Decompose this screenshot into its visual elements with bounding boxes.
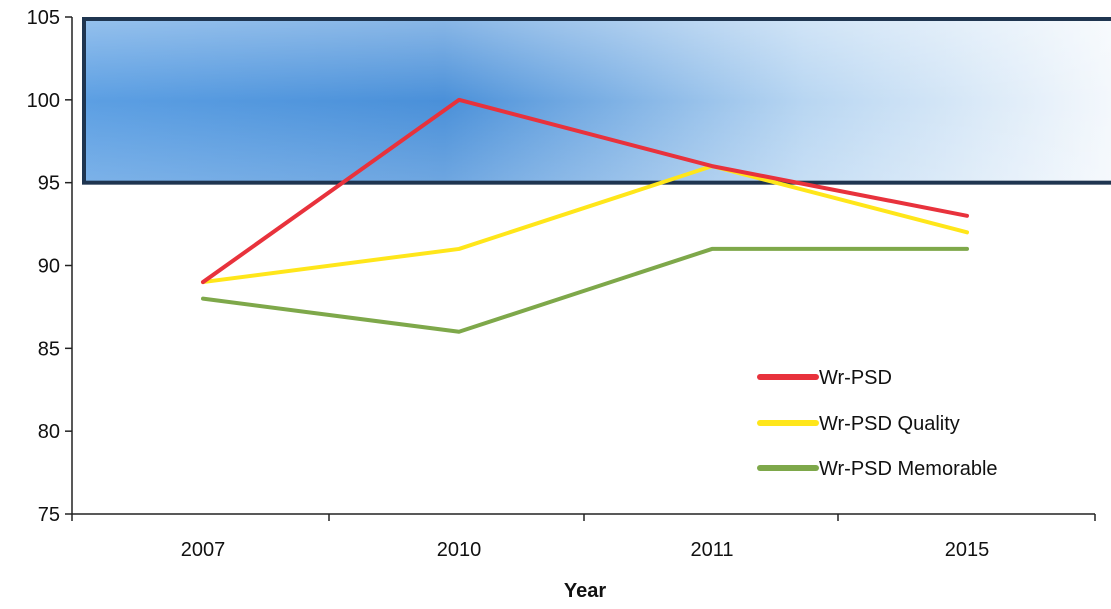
y-tick-label: 85 xyxy=(38,338,60,360)
legend-label: Wr-PSD Memorable xyxy=(819,458,998,480)
y-tick-label: 75 xyxy=(38,504,60,526)
x-axis-title: Year xyxy=(564,580,606,602)
x-tick-label: 2015 xyxy=(945,539,990,561)
x-tick-label: 2010 xyxy=(437,539,482,561)
y-tick-label: 105 xyxy=(27,7,60,29)
legend-label: Wr-PSD xyxy=(819,367,892,389)
x-tick-label: 2007 xyxy=(181,539,226,561)
y-tick-label: 95 xyxy=(38,173,60,195)
legend-label: Wr-PSD Quality xyxy=(819,413,960,435)
y-tick-label: 100 xyxy=(27,90,60,112)
y-tick-label: 80 xyxy=(38,421,60,443)
series-line-wr-psd-memorable xyxy=(203,249,967,332)
y-tick-label: 90 xyxy=(38,256,60,278)
x-tick-label: 2011 xyxy=(690,539,733,561)
highlight-band-shade xyxy=(84,19,1111,183)
